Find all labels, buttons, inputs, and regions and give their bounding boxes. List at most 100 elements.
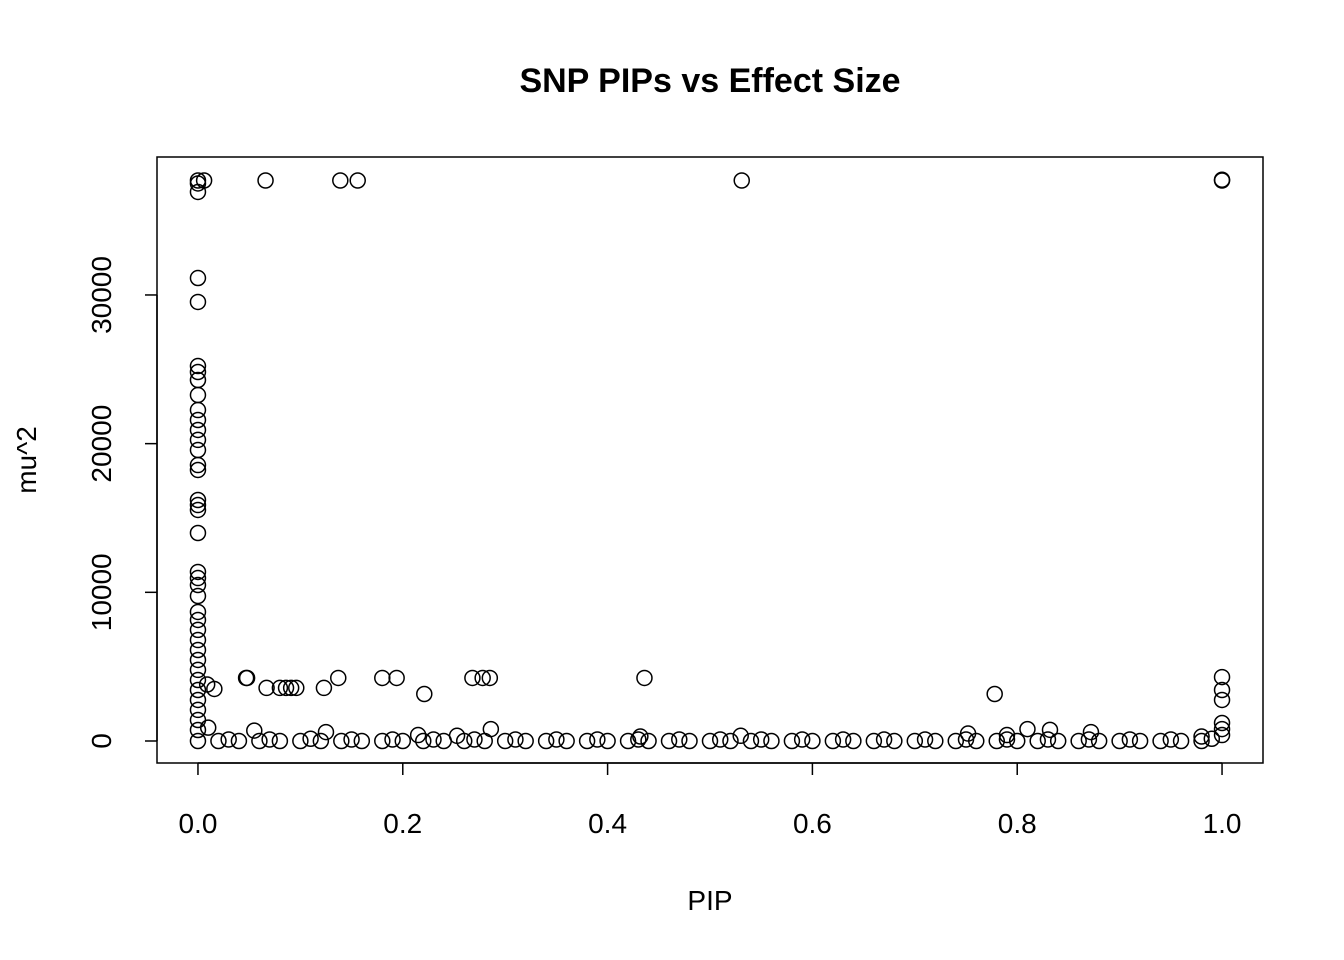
point: [986, 685, 1003, 703]
x-tick-label: 0.2: [383, 808, 422, 839]
point: [481, 669, 499, 687]
x-tick-label: 0.6: [793, 808, 832, 839]
point: [189, 461, 207, 479]
point: [1213, 726, 1231, 744]
point: [251, 732, 268, 750]
point: [261, 731, 278, 748]
point: [636, 669, 653, 687]
point: [1041, 721, 1059, 739]
point: [353, 732, 371, 750]
point: [189, 401, 207, 419]
point: [1213, 720, 1231, 738]
point: [315, 679, 333, 697]
point: [733, 172, 750, 189]
point: [1152, 732, 1169, 750]
point: [189, 732, 207, 750]
point: [906, 732, 924, 750]
point: [189, 269, 207, 287]
point: [1131, 732, 1149, 750]
point: [1213, 681, 1231, 699]
point: [189, 421, 207, 439]
point: [1070, 732, 1087, 750]
point: [374, 732, 391, 750]
point: [189, 183, 207, 201]
point: [189, 293, 207, 311]
point: [1080, 731, 1098, 748]
x-tick-label: 0.0: [178, 808, 217, 839]
point: [384, 731, 401, 748]
point: [435, 732, 452, 750]
point: [578, 732, 596, 750]
point: [189, 691, 207, 709]
point: [998, 726, 1016, 744]
point: [599, 732, 616, 750]
point: [845, 732, 862, 750]
point: [189, 721, 207, 739]
y-tick-label: 30000: [86, 256, 117, 334]
point: [189, 563, 207, 581]
y-tick-label: 10000: [86, 553, 117, 631]
point: [189, 456, 207, 474]
point: [464, 669, 481, 687]
point: [292, 732, 309, 750]
point: [763, 732, 780, 750]
point: [660, 732, 678, 750]
point: [189, 569, 207, 587]
point: [476, 732, 493, 750]
point: [1162, 731, 1180, 748]
y-tick-label: 0: [86, 733, 117, 749]
point: [282, 679, 300, 697]
point: [409, 726, 427, 744]
point: [302, 730, 319, 748]
point: [474, 669, 491, 687]
point: [793, 731, 811, 748]
point: [1019, 720, 1036, 738]
point: [482, 720, 500, 738]
point: [711, 731, 729, 748]
point: [619, 732, 637, 750]
point: [415, 732, 432, 750]
point: [271, 679, 289, 697]
point: [1203, 730, 1221, 748]
point: [317, 723, 335, 741]
point: [752, 731, 770, 748]
point: [968, 732, 985, 750]
point: [1213, 691, 1231, 709]
point: [466, 731, 483, 748]
point: [1111, 732, 1128, 750]
x-tick-label: 0.8: [998, 808, 1037, 839]
point: [496, 732, 514, 750]
point: [343, 731, 360, 748]
point: [333, 732, 350, 750]
point: [189, 621, 207, 639]
point: [630, 731, 647, 748]
point: [189, 701, 207, 719]
point: [206, 680, 223, 698]
point: [349, 172, 366, 189]
point: [416, 685, 433, 703]
point: [927, 732, 944, 750]
point: [189, 681, 207, 699]
point: [189, 611, 207, 629]
point: [455, 732, 473, 750]
point: [548, 731, 565, 748]
point: [246, 722, 263, 739]
point: [998, 731, 1016, 748]
point: [1039, 731, 1057, 748]
point: [957, 731, 975, 748]
point: [189, 587, 207, 605]
point: [258, 679, 275, 697]
plot-frame: [156, 156, 1264, 764]
point: [558, 732, 575, 750]
point: [1213, 668, 1231, 686]
point: [271, 732, 289, 750]
point: [220, 731, 237, 748]
point: [257, 172, 274, 189]
point: [589, 731, 606, 748]
point: [189, 357, 207, 375]
point: [189, 386, 207, 404]
point: [1213, 172, 1231, 189]
point: [783, 732, 801, 750]
point: [288, 679, 305, 697]
